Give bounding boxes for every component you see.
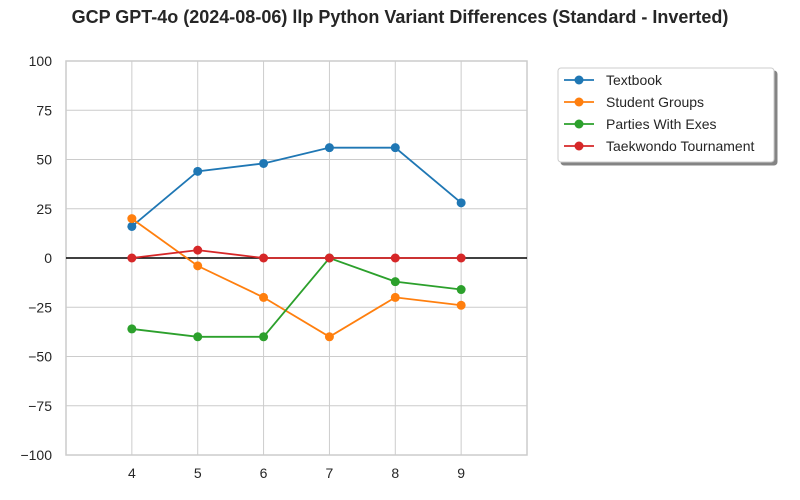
series-line [131, 217, 462, 338]
data-point [456, 285, 466, 295]
series-taekwondo-tournament [127, 245, 466, 263]
axes: 100 75 50 25 0 −25 −50 −75 −100 4 5 6 7 8 9 [20, 53, 528, 481]
y-tick-label: 25 [36, 201, 52, 217]
data-point [127, 324, 137, 334]
legend-box [557, 67, 775, 163]
y-tick-label: 100 [29, 53, 53, 69]
series-student-groups [127, 214, 466, 342]
y-tick-label: 0 [44, 250, 52, 266]
y-tick-label: −75 [28, 398, 52, 414]
y-tick-label: 50 [36, 152, 52, 168]
legend-swatch-marker [574, 119, 584, 129]
series-textbook [127, 143, 466, 231]
legend: Textbook Student Groups Parties With Exes T… [557, 67, 775, 163]
y-tick-label: −25 [28, 299, 52, 315]
data-point [259, 253, 269, 263]
data-point [193, 166, 203, 176]
legend-swatch-marker [574, 141, 584, 151]
data-point [259, 158, 269, 168]
data-point [193, 245, 203, 255]
x-tick-label: 8 [391, 465, 399, 481]
legend-label: Parties With Exes [606, 116, 716, 132]
data-point [324, 253, 334, 263]
data-point [456, 198, 466, 208]
y-tick-label: −100 [20, 447, 52, 463]
x-tick-label: 4 [128, 465, 136, 481]
data-point [456, 253, 466, 263]
x-tick-label: 5 [194, 465, 202, 481]
legend-swatch-marker [574, 97, 584, 107]
series-lines [127, 143, 466, 342]
data-point [390, 253, 400, 263]
data-point [324, 143, 334, 153]
x-tick-label: 7 [326, 465, 334, 481]
legend-swatch-marker [574, 75, 584, 85]
data-point [127, 221, 137, 231]
data-point [259, 332, 269, 342]
x-tick-label: 6 [260, 465, 268, 481]
series-parties-with-exes [127, 253, 466, 342]
data-point [259, 292, 269, 302]
legend-label: Textbook [606, 72, 663, 88]
series-line [131, 249, 462, 259]
data-point [193, 332, 203, 342]
data-point [193, 261, 203, 271]
y-tick-label: −50 [28, 349, 52, 365]
x-tick-label: 9 [457, 465, 465, 481]
series-line [131, 256, 462, 338]
data-point [324, 332, 334, 342]
series-line [131, 146, 462, 228]
data-point [390, 292, 400, 302]
chart-title: GCP GPT-4o (2024-08-06) llp Python Varia… [71, 7, 729, 27]
legend-label: Taekwondo Tournament [606, 138, 755, 154]
data-point [456, 300, 466, 310]
data-point [390, 277, 400, 287]
data-point [127, 214, 137, 224]
y-tick-label: 75 [36, 102, 52, 118]
legend-label: Student Groups [606, 94, 704, 110]
data-point [390, 143, 400, 153]
data-point [127, 253, 137, 263]
